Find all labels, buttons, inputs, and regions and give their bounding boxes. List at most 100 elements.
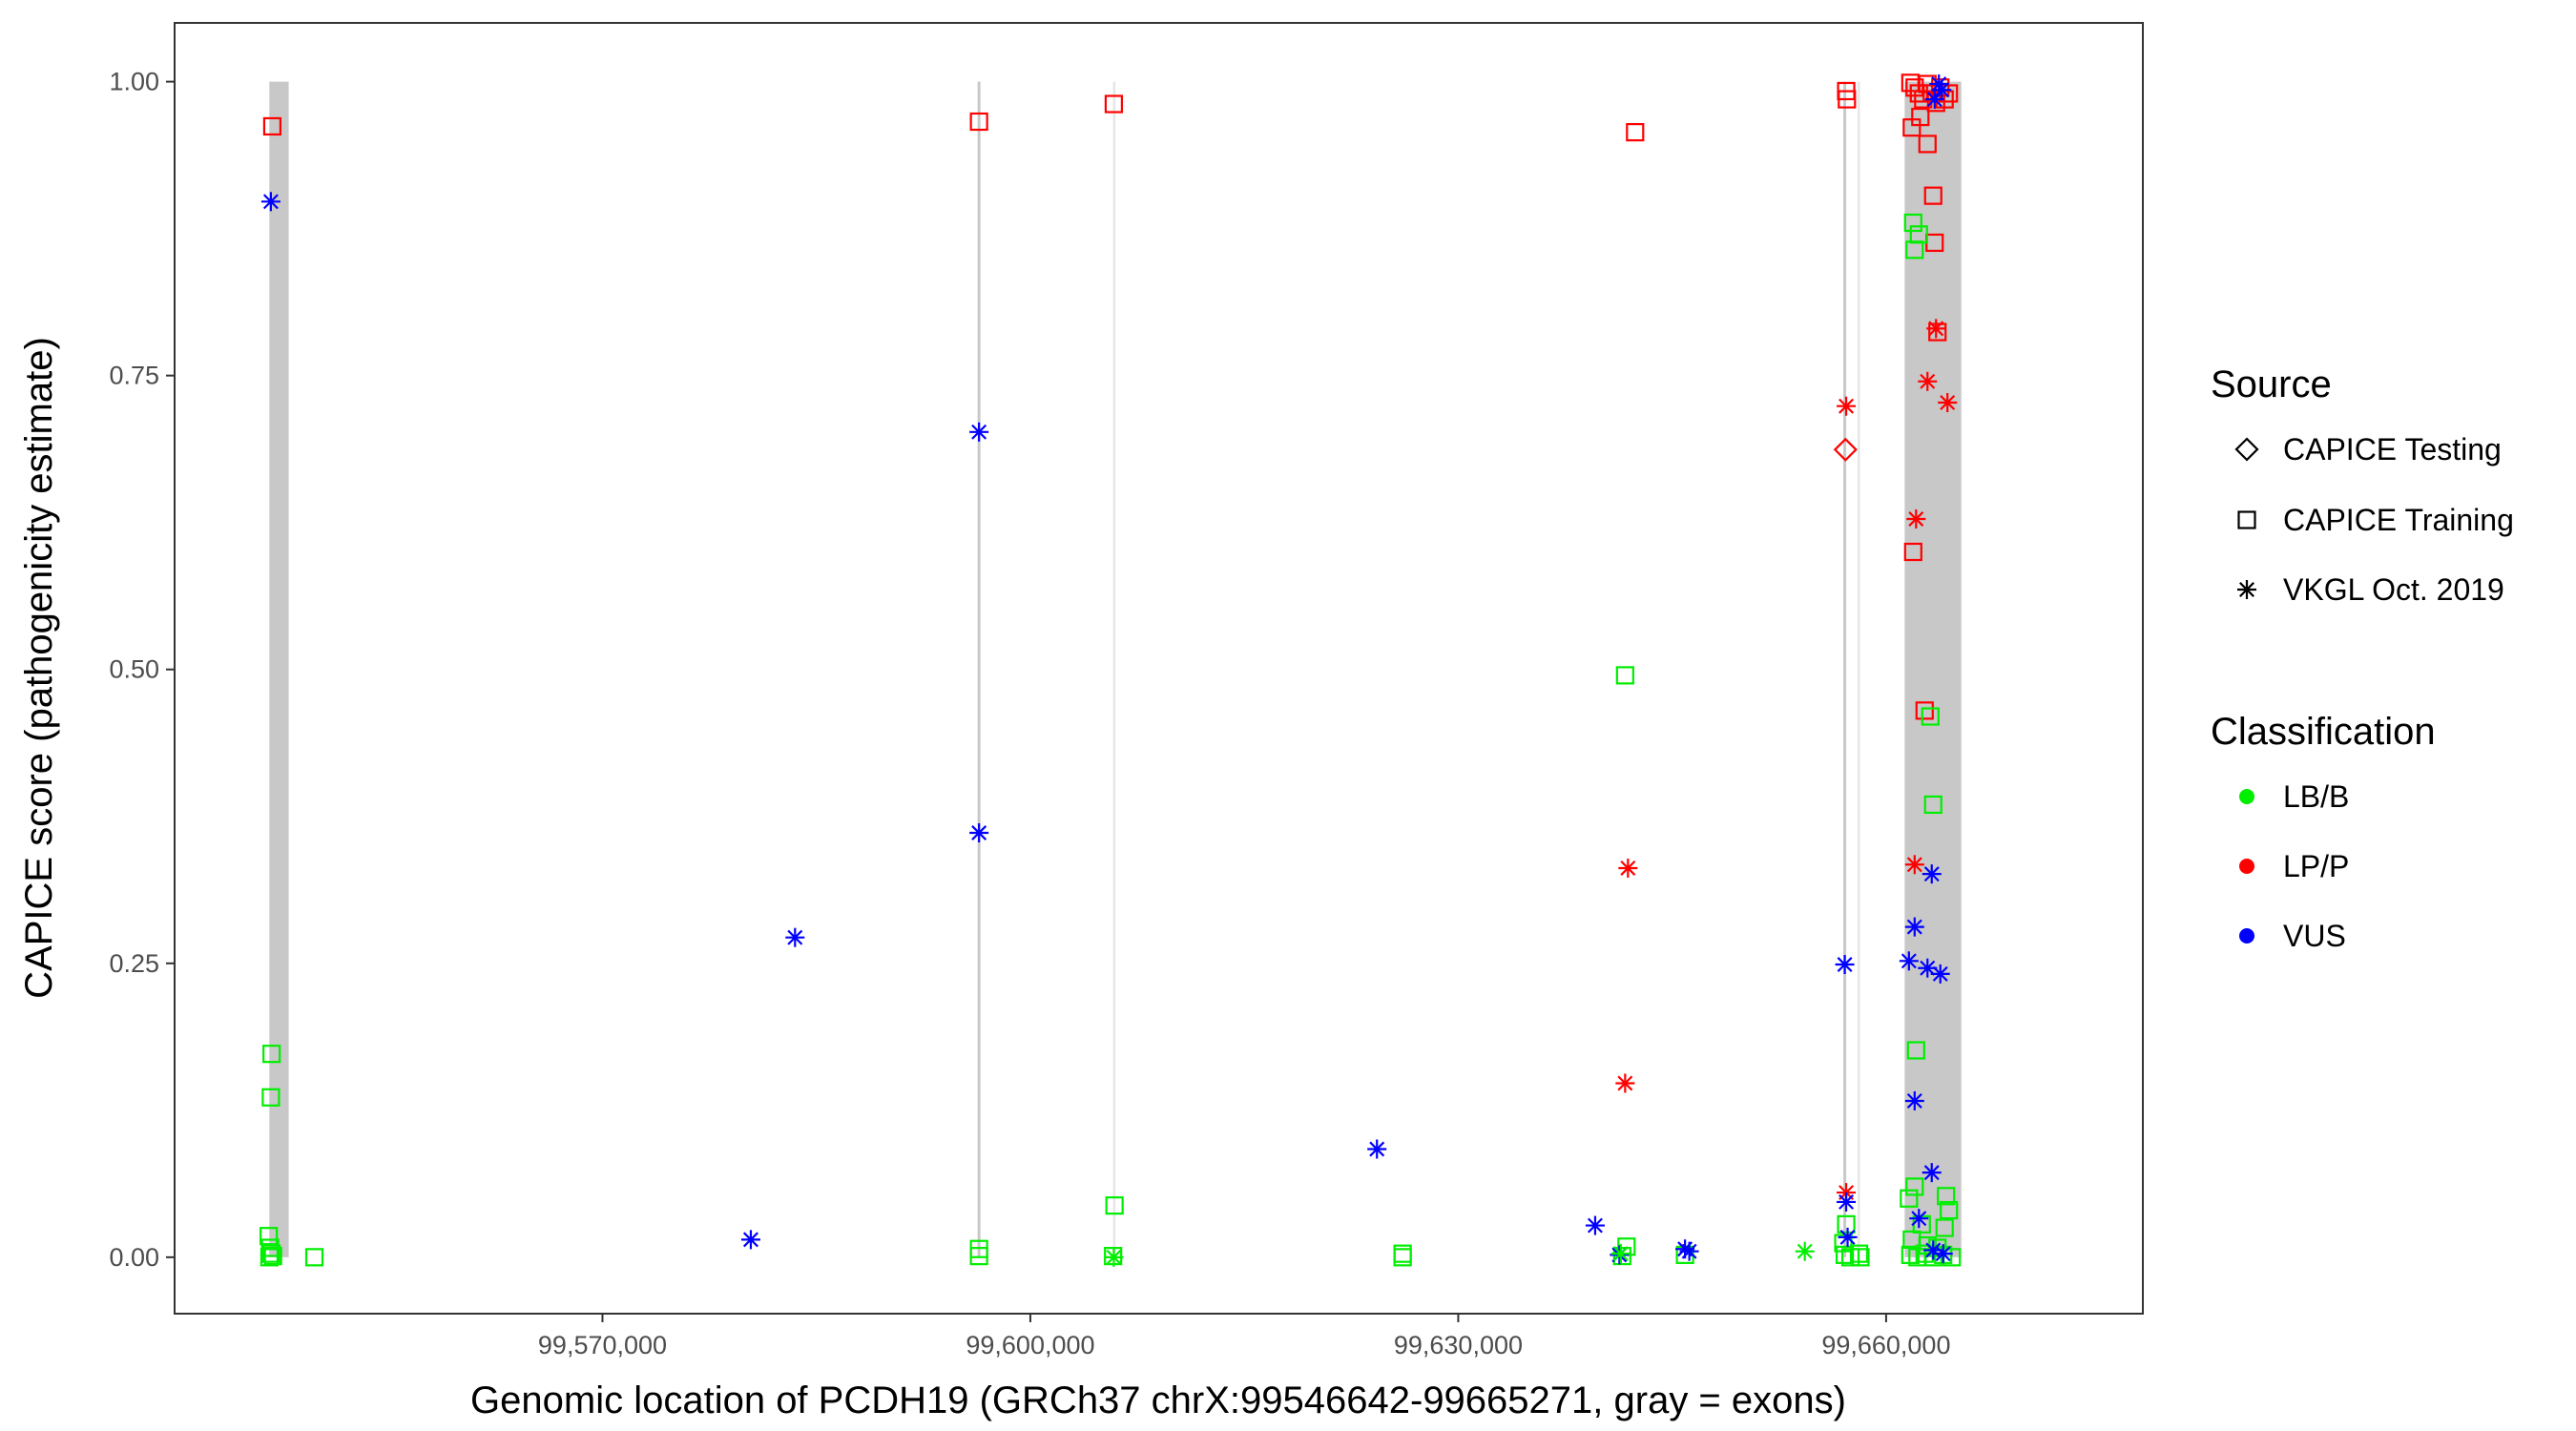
square-point-lbb-48 [1851, 1248, 1870, 1267]
legend-source-label: CAPICE Training [2283, 503, 2514, 537]
asterisk-point-vus-15 [1367, 1139, 1387, 1159]
square-point-lpp-2 [969, 112, 988, 132]
square-point-lbb-32 [304, 1248, 324, 1267]
square-point-lbb-56 [1900, 1189, 1919, 1208]
x-axis-title: Genomic location of PCDH19 (GRCh37 chrX:… [470, 1379, 1846, 1421]
asterisk-point-lpp-8 [1906, 509, 1926, 529]
square-point-lpp-6 [1838, 90, 1857, 109]
asterisk-point-lpp-7 [1938, 393, 1958, 413]
asterisk-point-vus-13 [785, 927, 805, 947]
legend-diamond-key [2234, 437, 2259, 462]
square-point-lbb-54 [1906, 1041, 1925, 1060]
square-point-lbb-26 [261, 1088, 280, 1107]
square-point-lpp-19 [1918, 135, 1937, 154]
exon-band-2 [977, 81, 981, 1257]
legend-square-key [2237, 510, 2256, 529]
asterisk-point-lbb-37 [1610, 1244, 1631, 1264]
asterisk-point-vus-14 [740, 1230, 760, 1250]
square-point-lbb-39 [1612, 1247, 1631, 1266]
square-point-lbb-35 [1105, 1196, 1124, 1215]
asterisk-point-vus-23 [1899, 951, 1919, 971]
legend-lpp-dot [2239, 859, 2254, 874]
square-point-lpp-24 [1915, 701, 1934, 720]
y-tick-label: 0.75 [109, 362, 159, 390]
legend-classification-label: LB/B [2283, 779, 2349, 814]
asterisk-point-vus-16 [1585, 1215, 1605, 1235]
legend-classification-title: Classification [2211, 711, 2436, 753]
asterisk-point-vus-24 [1904, 917, 1924, 937]
legend-vus-dot [2239, 928, 2254, 944]
exon-band-5 [1858, 81, 1860, 1257]
square-point-lbb-43 [1837, 1214, 1856, 1234]
legend: Source CAPICE Testing CAPICE Training VKGL… [2211, 363, 2514, 953]
asterisk-point-vus-11 [969, 422, 989, 442]
x-tick-label: 99,660,000 [1821, 1331, 1950, 1359]
x-tick-label: 99,600,000 [966, 1331, 1094, 1359]
asterisk-point-lpp-3 [1618, 858, 1638, 878]
plot-panel-background [175, 23, 2143, 1314]
square-point-lpp-1 [262, 116, 282, 136]
square-point-lbb-38 [1393, 1248, 1412, 1267]
x-tick-label: 99,630,000 [1394, 1331, 1523, 1359]
asterisk-point-lbb-38 [1104, 1247, 1124, 1267]
square-point-lbb-53 [1923, 795, 1942, 815]
exon-band-1 [269, 81, 289, 1257]
legend-asterisk-key [2237, 580, 2256, 599]
y-axis-title: CAPICE score (pathogenicity estimate) [18, 337, 60, 999]
asterisk-point-lpp-4 [1615, 1073, 1635, 1093]
square-point-lbb-40 [1615, 666, 1634, 685]
asterisk-point-vus-29 [1922, 1163, 1942, 1183]
square-point-lbb-55 [1937, 1187, 1956, 1206]
asterisk-point-vus-35 [1932, 80, 1952, 100]
square-point-lbb-57 [1905, 1177, 1924, 1196]
y-tick-label: 0.25 [109, 949, 159, 978]
legend-lbb-dot [2239, 789, 2254, 804]
exon-shading [269, 81, 1962, 1257]
legend-classification-label: LP/P [2283, 849, 2349, 883]
exon-band-6 [1904, 81, 1962, 1257]
asterisk-point-lpp-9 [1904, 855, 1924, 875]
asterisk-point-vus-19 [1679, 1241, 1699, 1261]
asterisk-point-vus-32 [1933, 1244, 1953, 1264]
square-point-lbb-29 [262, 1244, 281, 1263]
asterisk-point-lbb-36 [1795, 1241, 1815, 1261]
square-point-lpp-23 [1903, 542, 1922, 562]
square-point-lpp-3 [1104, 94, 1124, 114]
square-point-lbb-25 [262, 1045, 281, 1064]
asterisk-point-vus-22 [1838, 1227, 1858, 1247]
legend-source-label: CAPICE Testing [2283, 432, 2502, 467]
square-point-lpp-18 [1911, 107, 1930, 127]
asterisk-point-lpp-1 [1837, 396, 1857, 416]
legend-source-label: VKGL Oct. 2019 [2283, 572, 2504, 607]
square-point-lbb-34 [969, 1247, 988, 1266]
square-point-lbb-31 [260, 1248, 280, 1267]
square-point-lpp-4 [1626, 122, 1645, 142]
y-axis: 0.00 0.25 0.50 0.75 1.00 [109, 68, 175, 1272]
asterisk-point-vus-27 [1922, 864, 1942, 884]
square-point-lbb-47 [1849, 1244, 1869, 1263]
asterisk-point-vus-10 [260, 192, 280, 212]
x-axis: 99,570,000 99,600,000 99,630,000 99,660,000 [538, 1314, 1950, 1359]
square-point-lbb-27 [260, 1227, 279, 1246]
legend-source-title: Source [2211, 363, 2332, 405]
asterisk-point-lpp-6 [1918, 371, 1938, 391]
square-point-lbb-52 [1921, 707, 1940, 726]
exon-band-4 [1843, 81, 1847, 1257]
legend-classification-items: LB/B LP/P VUS [2239, 779, 2349, 953]
square-point-lbb-60 [1935, 1218, 1954, 1237]
legend-source-items: CAPICE Testing CAPICE Training VKGL Oct. 2… [2234, 432, 2514, 607]
y-tick-label: 0.00 [109, 1243, 159, 1272]
square-point-lbb-30 [263, 1247, 282, 1266]
asterisk-point-vus-28 [1904, 1090, 1924, 1110]
asterisk-point-lpp-5 [1926, 319, 1946, 339]
exon-band-3 [1112, 81, 1116, 1257]
data-points [260, 73, 1962, 1267]
y-tick-label: 0.50 [109, 655, 159, 684]
asterisk-point-vus-20 [1835, 955, 1855, 975]
square-point-lpp-20 [1923, 186, 1942, 205]
plot-panel-border [174, 22, 2144, 1315]
x-tick-label: 99,570,000 [538, 1331, 667, 1359]
square-point-lbb-49 [1903, 213, 1922, 233]
asterisk-point-vus-12 [969, 823, 989, 843]
